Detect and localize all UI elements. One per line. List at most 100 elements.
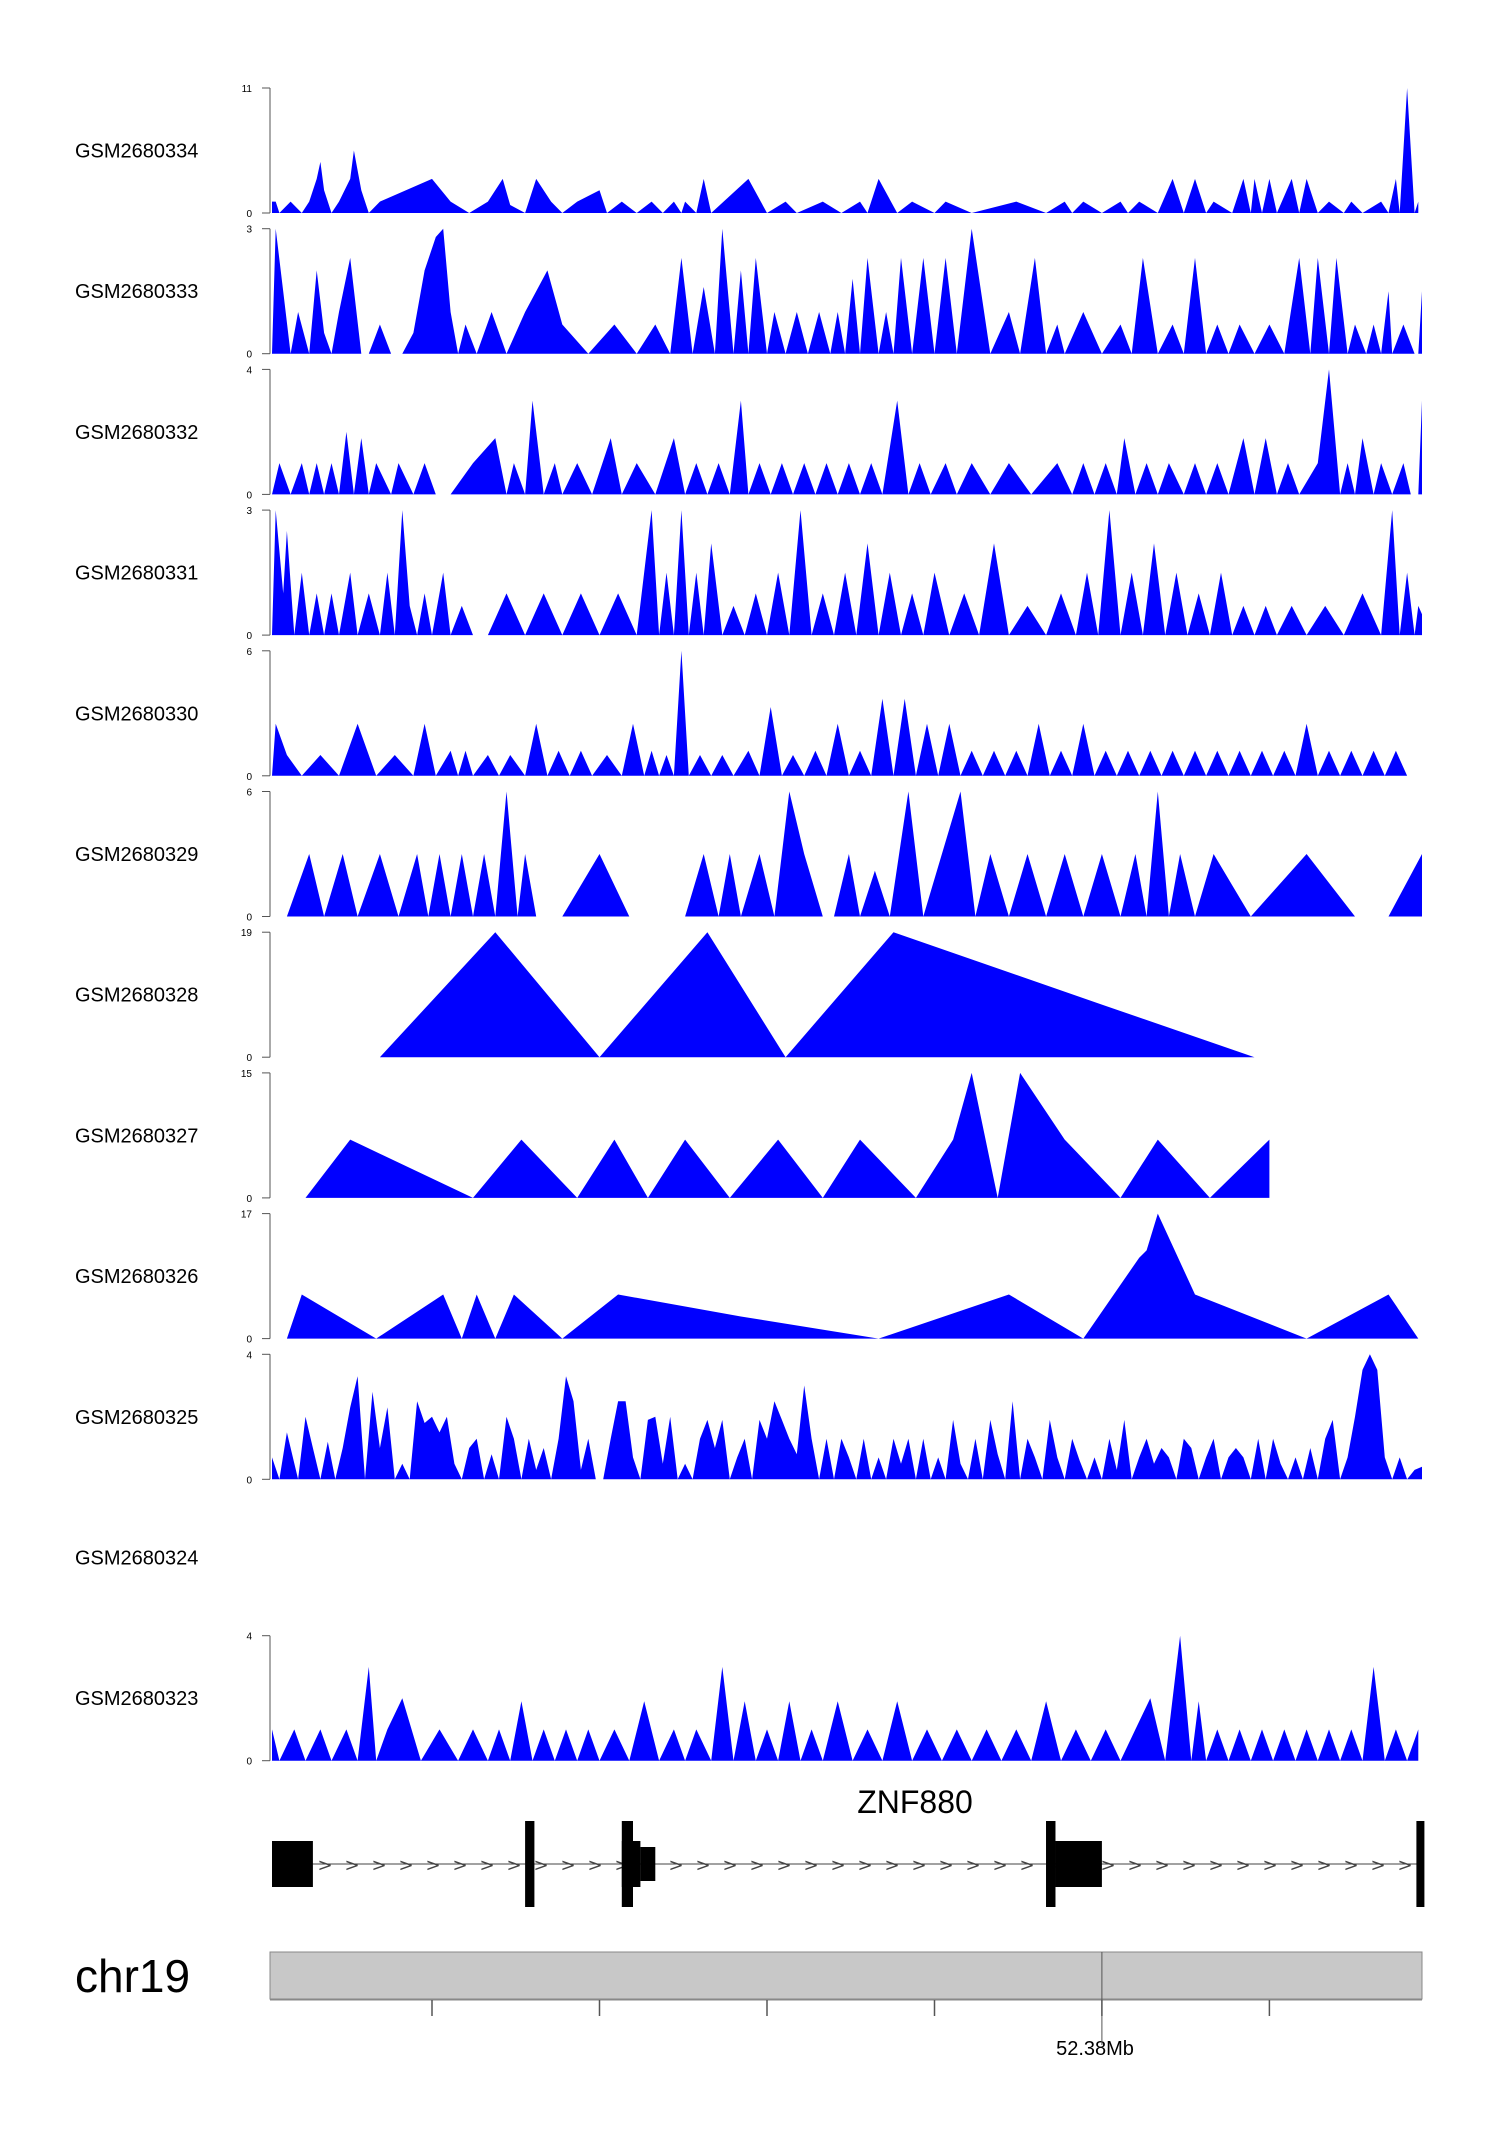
track-GSM2680323: GSM2680323 4 0 bbox=[75, 1632, 1419, 1768]
coverage-tracks: GSM2680334110GSM268033330GSM268033240GSM… bbox=[75, 84, 1422, 1768]
coverage-area bbox=[272, 228, 1422, 354]
intron-arrow: > bbox=[371, 1855, 386, 1876]
intron-arrow: > bbox=[533, 1855, 548, 1876]
intron-arrow: > bbox=[857, 1855, 872, 1876]
track-GSM2680325: GSM2680325 4 0 bbox=[75, 1350, 1422, 1486]
track-label: GSM2680334 bbox=[75, 141, 198, 163]
y-tick-label-max: 4 bbox=[246, 1632, 252, 1643]
track-GSM2680331: GSM2680331 3 0 bbox=[75, 506, 1422, 642]
intron-arrow: > bbox=[452, 1855, 467, 1876]
intron-arrow: > bbox=[1343, 1855, 1358, 1876]
intron-arrow: > bbox=[938, 1855, 953, 1876]
track-GSM2680326: GSM2680326 17 0 bbox=[75, 1210, 1419, 1346]
y-tick-label-max: 4 bbox=[246, 365, 252, 376]
track-GSM2680334: GSM2680334 11 0 bbox=[75, 84, 1419, 220]
track-label: GSM2680325 bbox=[75, 1407, 198, 1429]
intron-arrow: > bbox=[965, 1855, 980, 1876]
track-GSM2680332: GSM2680332 4 0 bbox=[75, 365, 1422, 501]
coverage-area bbox=[305, 1072, 1270, 1198]
intron-arrow: > bbox=[1370, 1855, 1385, 1876]
intron-arrow: > bbox=[830, 1855, 845, 1876]
y-tick-label-min: 0 bbox=[246, 1194, 252, 1205]
y-tick-label-max: 19 bbox=[241, 928, 253, 939]
utr-block bbox=[621, 1821, 633, 1907]
track-label: GSM2680329 bbox=[75, 844, 198, 866]
coverage-area bbox=[286, 1213, 1419, 1339]
y-tick-label-min: 0 bbox=[246, 1053, 252, 1064]
track-label: GSM2680332 bbox=[75, 422, 198, 444]
chromosome-axis: chr19 52.38Mb bbox=[75, 1950, 1423, 2060]
intron-arrow: > bbox=[479, 1855, 494, 1876]
intron-arrow: > bbox=[668, 1855, 683, 1876]
y-tick-label-min: 0 bbox=[246, 1335, 252, 1346]
y-tick-label-max: 3 bbox=[246, 506, 252, 517]
intron-arrow: > bbox=[1316, 1855, 1331, 1876]
y-tick-label-max: 15 bbox=[241, 1069, 253, 1080]
intron-arrow: > bbox=[506, 1855, 521, 1876]
track-label: GSM2680323 bbox=[75, 1688, 198, 1710]
coverage-area bbox=[379, 932, 1255, 1058]
track-label: GSM2680333 bbox=[75, 281, 198, 303]
intron-arrow: > bbox=[884, 1855, 899, 1876]
intron-arrow: > bbox=[803, 1855, 818, 1876]
exon-block bbox=[272, 1841, 313, 1887]
coverage-area bbox=[272, 1635, 1419, 1761]
y-tick-label-min: 0 bbox=[246, 350, 252, 361]
exon-block bbox=[640, 1847, 656, 1881]
intron-arrow: > bbox=[344, 1855, 359, 1876]
y-tick-label-max: 11 bbox=[242, 84, 253, 95]
intron-arrow: > bbox=[1154, 1855, 1169, 1876]
coverage-area bbox=[272, 1354, 1422, 1480]
y-tick-label-min: 0 bbox=[246, 631, 252, 642]
y-tick-label-min: 0 bbox=[246, 1475, 252, 1486]
chromosome-label: chr19 bbox=[75, 1950, 190, 2002]
intron-arrow: > bbox=[749, 1855, 764, 1876]
track-GSM2680330: GSM2680330 6 0 bbox=[75, 647, 1408, 783]
track-label: GSM2680331 bbox=[75, 563, 198, 585]
intron-arrow: > bbox=[398, 1855, 413, 1876]
intron-arrow: > bbox=[1289, 1855, 1304, 1876]
intron-arrow: > bbox=[911, 1855, 926, 1876]
chromosome-ideogram-bar bbox=[269, 1951, 1423, 2000]
gene-label: ZNF880 bbox=[857, 1784, 973, 1820]
coverage-area bbox=[286, 791, 1422, 917]
intron-arrow: > bbox=[1181, 1855, 1196, 1876]
y-tick-label-max: 17 bbox=[241, 1210, 253, 1221]
intron-arrow: > bbox=[1100, 1855, 1115, 1876]
coverage-area bbox=[272, 510, 1422, 636]
y-tick-label-min: 0 bbox=[246, 209, 252, 220]
track-GSM2680327: GSM2680327 15 0 bbox=[75, 1069, 1270, 1205]
intron-arrow: > bbox=[1235, 1855, 1250, 1876]
track-GSM2680329: GSM2680329 6 0 bbox=[75, 788, 1422, 924]
track-label: GSM2680324 bbox=[75, 1548, 198, 1570]
track-GSM2680333: GSM2680333 3 0 bbox=[75, 225, 1422, 361]
coverage-area bbox=[272, 650, 1408, 776]
intron-arrow: > bbox=[992, 1855, 1007, 1876]
intron-arrow: > bbox=[722, 1855, 737, 1876]
y-tick-label-max: 6 bbox=[246, 788, 252, 799]
exon-block bbox=[1416, 1821, 1425, 1907]
intron-arrow: > bbox=[317, 1855, 332, 1876]
intron-arrow: > bbox=[1019, 1855, 1034, 1876]
intron-arrow: > bbox=[587, 1855, 602, 1876]
y-tick-label-min: 0 bbox=[246, 1757, 252, 1768]
track-label: GSM2680328 bbox=[75, 985, 198, 1007]
intron-arrow: > bbox=[560, 1855, 575, 1876]
track-label: GSM2680326 bbox=[75, 1266, 198, 1288]
y-tick-label-min: 0 bbox=[246, 913, 252, 924]
intron-arrow: > bbox=[1208, 1855, 1223, 1876]
coverage-area bbox=[272, 369, 1422, 495]
intron-arrow: > bbox=[425, 1855, 440, 1876]
y-tick-label-min: 0 bbox=[246, 772, 252, 783]
track-GSM2680324: GSM2680324 bbox=[75, 1548, 198, 1570]
axis-tick-label: 52.38Mb bbox=[1056, 2038, 1134, 2060]
y-tick-label-max: 4 bbox=[246, 1350, 252, 1361]
y-tick-label-max: 3 bbox=[246, 225, 252, 236]
y-tick-label-max: 6 bbox=[246, 647, 252, 658]
intron-arrow: > bbox=[1397, 1855, 1412, 1876]
intron-arrow: > bbox=[1262, 1855, 1277, 1876]
track-label: GSM2680330 bbox=[75, 703, 198, 725]
intron-arrow: > bbox=[1127, 1855, 1142, 1876]
utr-block bbox=[1046, 1821, 1056, 1907]
